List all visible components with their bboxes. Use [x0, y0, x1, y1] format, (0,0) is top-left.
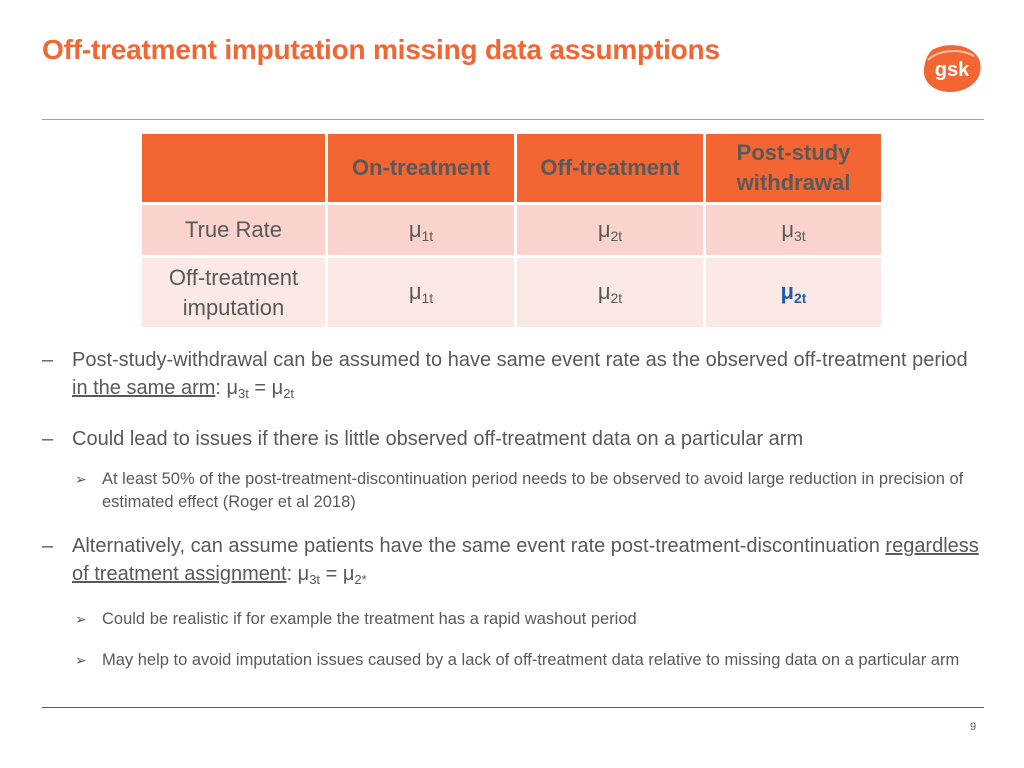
- dash-marker: –: [42, 428, 54, 450]
- bullet-text: Post-study-withdrawal can be assumed to …: [72, 349, 968, 371]
- arrow-marker-icon: ➢: [75, 471, 87, 487]
- bullet-text: Alternatively, can assume patients have …: [72, 535, 886, 557]
- table-header-off-treatment: Off-treatment: [517, 134, 703, 202]
- row-label-off-treatment-imputation: Off-treatment imputation: [142, 258, 325, 327]
- mu-subscript: 1t: [421, 227, 434, 244]
- assumptions-table: On-treatment Off-treatment Post-study wi…: [139, 131, 884, 330]
- table-cell: μ3t: [706, 205, 881, 255]
- title-divider: [42, 119, 984, 120]
- underlined-text: in the same arm: [72, 377, 216, 399]
- equation-part: = μ: [320, 563, 355, 585]
- footer-divider: [42, 707, 984, 708]
- equation-part: : μ: [215, 377, 239, 399]
- mu-symbol: μ: [597, 279, 611, 304]
- sub-bullet-text: May help to avoid imputation issues caus…: [102, 651, 960, 669]
- underlined-text: regardless of treatment assignment: [72, 535, 979, 585]
- table-row: True Rate μ1t μ2t μ3t: [142, 205, 881, 255]
- sub-bullet-item: ➢ May help to avoid imputation issues cau…: [42, 649, 982, 672]
- row-label-true-rate: True Rate: [142, 205, 325, 255]
- arrow-marker-icon: ➢: [75, 652, 87, 668]
- slide-title: Off-treatment imputation missing data as…: [42, 34, 720, 65]
- table-cell-highlight: μ2t: [706, 258, 881, 327]
- logo-text: gsk: [935, 59, 970, 81]
- equation-part: : μ: [286, 563, 310, 585]
- table-cell: μ1t: [328, 258, 514, 327]
- arrow-marker-icon: ➢: [75, 611, 87, 627]
- gsk-logo: gsk: [923, 45, 981, 92]
- table-header-empty: [142, 134, 325, 202]
- mu-symbol: μ: [597, 216, 611, 242]
- mu-symbol: μ: [408, 216, 422, 242]
- table-header-row: On-treatment Off-treatment Post-study wi…: [142, 134, 881, 202]
- table-cell: μ2t: [517, 205, 703, 255]
- equation-subscript: 3t: [238, 386, 249, 401]
- mu-subscript: 3t: [794, 227, 806, 244]
- table-cell: μ1t: [328, 205, 514, 255]
- dash-marker: –: [42, 349, 54, 371]
- sub-bullet-text: At least 50% of the post-treatment-disco…: [102, 470, 964, 511]
- table-header-post-study-withdrawal: Post-study withdrawal: [706, 134, 881, 202]
- equation-subscript: 2*: [354, 572, 367, 587]
- sub-bullet-text: Could be realistic if for example the tr…: [102, 610, 637, 628]
- mu-symbol: μ: [781, 216, 794, 242]
- sub-bullet-item: ➢ At least 50% of the post-treatment-disc…: [42, 468, 982, 514]
- table-cell: μ2t: [517, 258, 703, 327]
- bullet-item: – Could lead to issues if there is little…: [42, 425, 982, 453]
- sub-bullet-item: ➢ Could be realistic if for example the t…: [42, 608, 982, 631]
- mu-subscript: 2t: [610, 227, 623, 244]
- mu-subscript: 2t: [794, 290, 807, 306]
- bullet-list: – Post-study-withdrawal can be assumed to…: [42, 346, 982, 672]
- equation-subscript: 3t: [309, 572, 321, 587]
- equation-subscript: 2t: [283, 386, 295, 401]
- bullet-text: Could lead to issues if there is little …: [72, 428, 804, 450]
- mu-subscript: 1t: [421, 290, 434, 306]
- page-number: 9: [970, 721, 977, 733]
- mu-subscript: 2t: [610, 290, 623, 306]
- dash-marker: –: [42, 535, 54, 557]
- mu-symbol: μ: [780, 279, 794, 304]
- table-row: Off-treatment imputation μ1t μ2t μ2t: [142, 258, 881, 327]
- mu-symbol: μ: [408, 279, 422, 304]
- table-header-on-treatment: On-treatment: [328, 134, 514, 202]
- equation-part: = μ: [248, 377, 284, 399]
- bullet-item: – Alternatively, can assume patients have…: [42, 532, 982, 594]
- bullet-item: – Post-study-withdrawal can be assumed to…: [42, 346, 982, 408]
